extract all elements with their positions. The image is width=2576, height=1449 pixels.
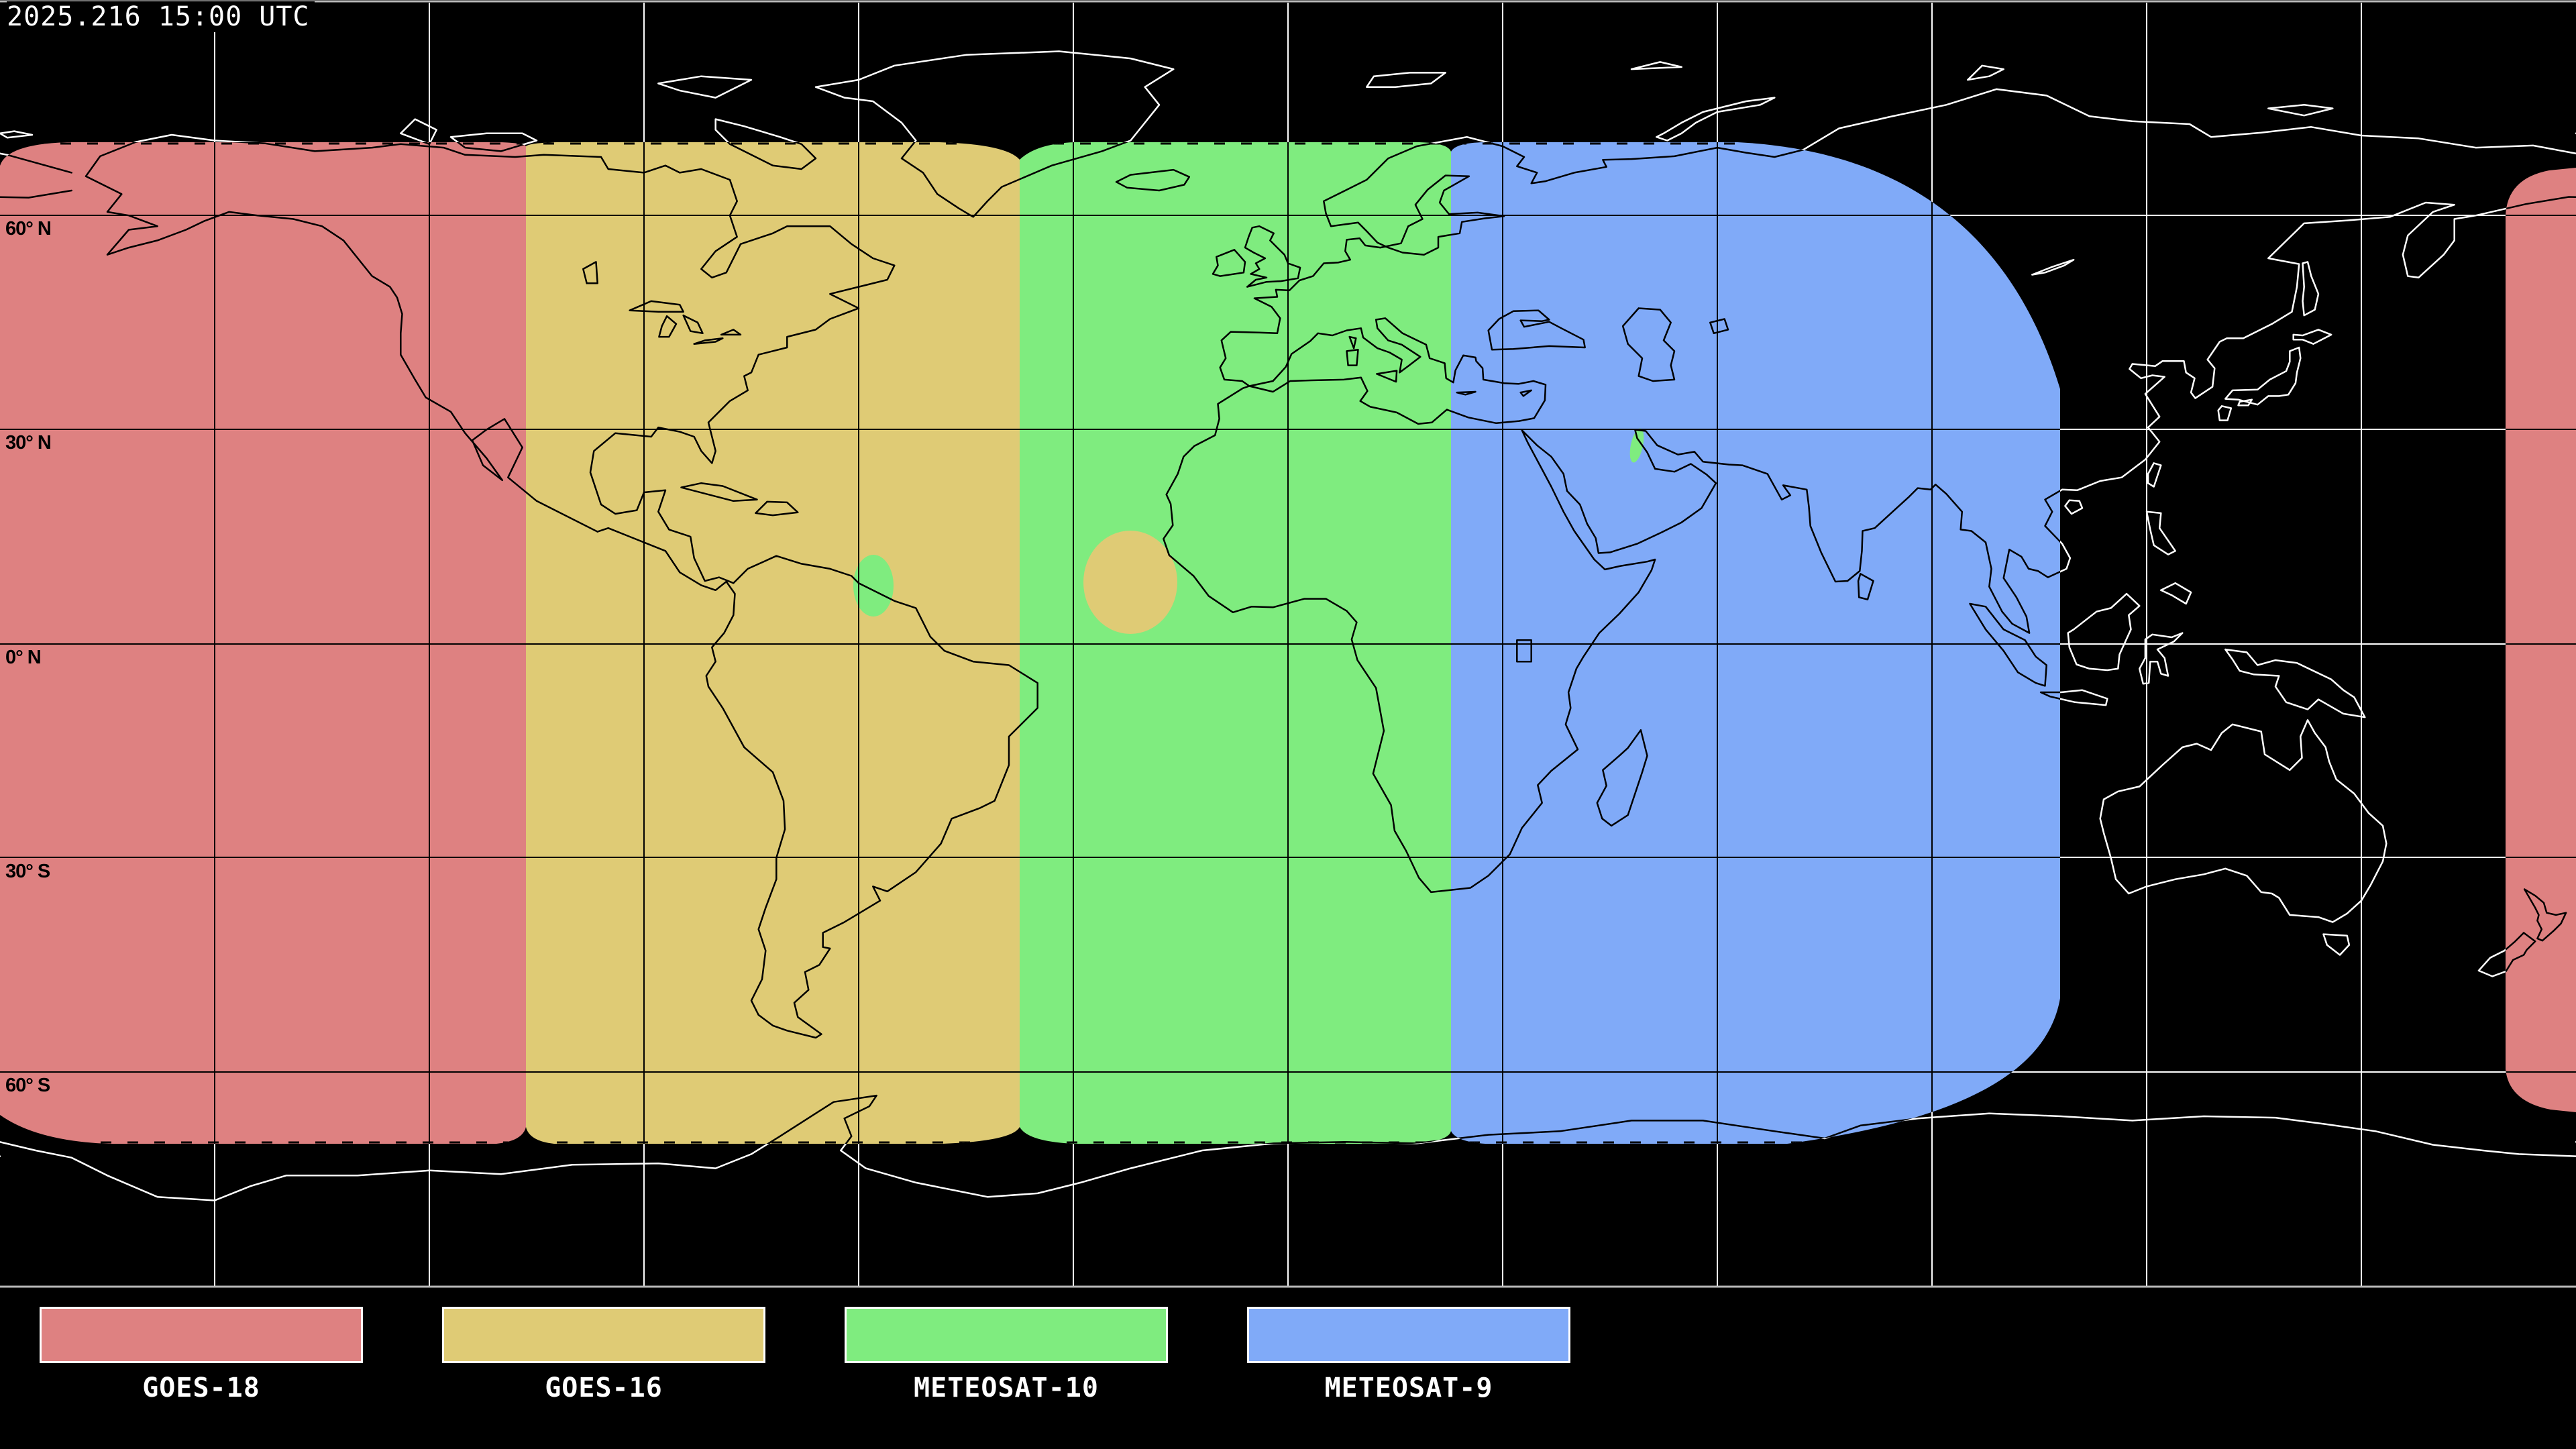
lat-label-60s: 60° S: [5, 1075, 50, 1096]
lat-label-0n: 0° N: [5, 647, 42, 668]
timestamp: 2025.216 15:00 UTC: [7, 1, 315, 32]
lat-label-60n: 60° N: [5, 218, 52, 239]
lat-label-30n: 30° N: [5, 432, 52, 453]
lat-label-30s: 30° S: [5, 861, 50, 882]
